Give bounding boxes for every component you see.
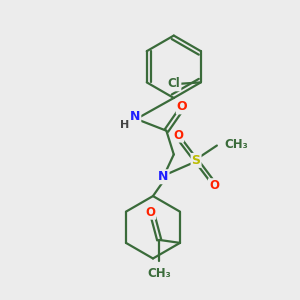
Text: CH₃: CH₃ [147, 267, 171, 280]
Text: O: O [173, 129, 183, 142]
Text: N: N [158, 170, 169, 183]
Text: O: O [177, 100, 188, 113]
Text: O: O [209, 179, 219, 192]
Text: O: O [145, 206, 155, 219]
Text: Cl: Cl [168, 77, 180, 90]
Text: N: N [130, 110, 140, 123]
Text: H: H [119, 120, 129, 130]
Text: S: S [192, 154, 201, 167]
Text: CH₃: CH₃ [224, 138, 248, 151]
